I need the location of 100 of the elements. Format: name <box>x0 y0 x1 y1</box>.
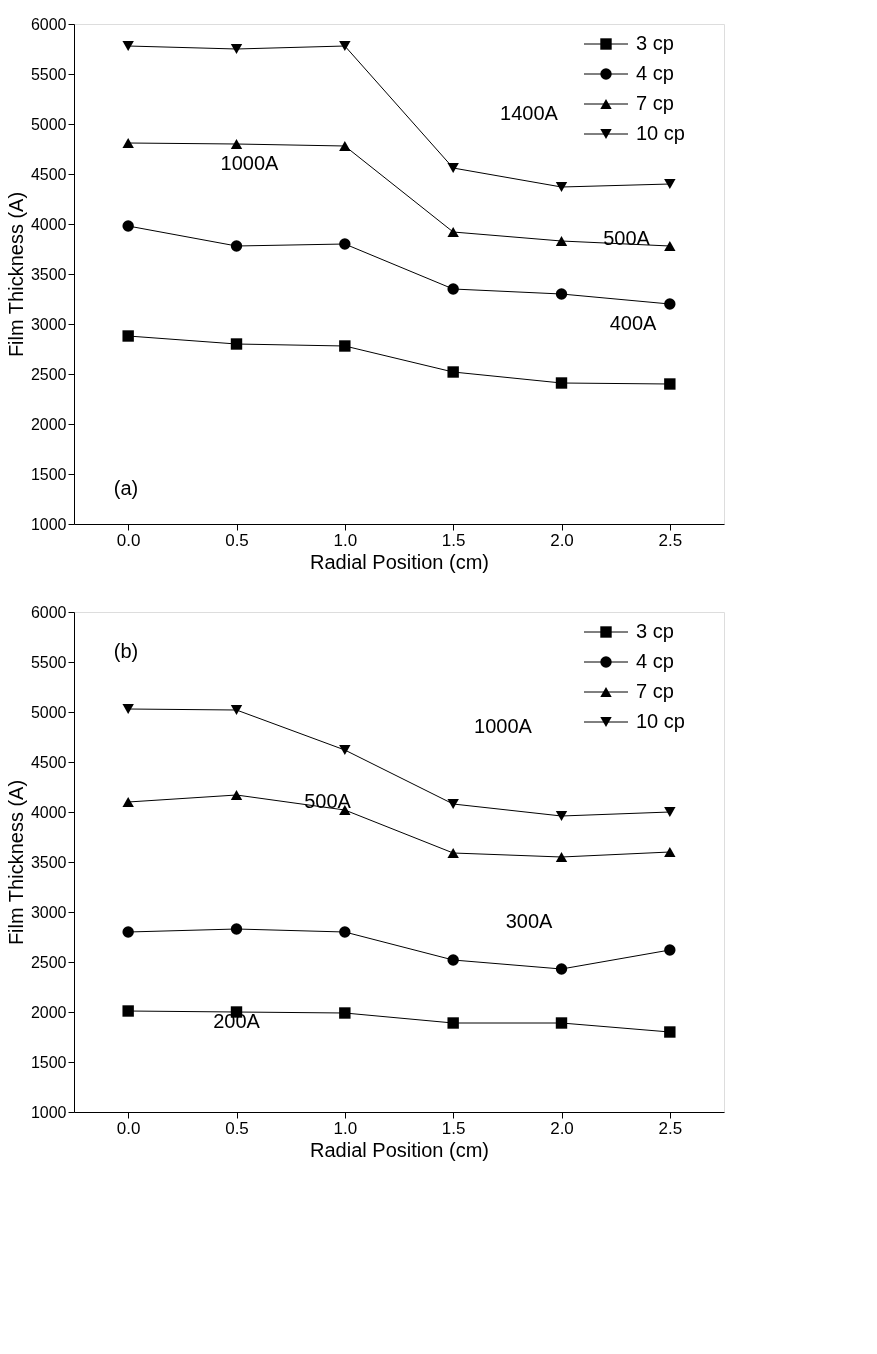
point <box>122 138 134 148</box>
legend-label: 3 cp <box>636 32 674 54</box>
point <box>447 954 459 966</box>
y-tick-label: 3500 <box>30 853 67 871</box>
annotation: 400A <box>609 312 658 334</box>
point <box>230 790 243 800</box>
point <box>339 238 351 250</box>
y-tick-label: 4000 <box>30 215 67 233</box>
point <box>339 41 351 51</box>
point <box>447 1017 459 1029</box>
annotation: 1400A <box>500 102 559 124</box>
x-tick-label: 1.5 <box>441 1118 466 1138</box>
point <box>230 338 243 350</box>
point <box>555 236 568 246</box>
point <box>555 1017 568 1029</box>
x-tick-label: 0.5 <box>225 530 249 550</box>
point <box>230 923 243 935</box>
y-axis-title: Film Thickness (A) <box>4 779 27 946</box>
y-tick-label: 2000 <box>30 1003 67 1021</box>
point <box>339 141 351 151</box>
y-tick-label: 4500 <box>30 165 67 183</box>
annotation: 1000A <box>474 715 533 737</box>
point <box>555 852 568 862</box>
x-tick-label: 2.0 <box>550 1118 574 1138</box>
point <box>664 1026 676 1038</box>
point <box>664 378 676 390</box>
point <box>447 799 459 809</box>
y-tick-label: 2500 <box>30 365 67 383</box>
point <box>447 163 459 173</box>
legend-label: 10 cp <box>636 710 685 732</box>
y-tick-label: 2500 <box>30 953 67 971</box>
x-axis-title: Radial Position (cm) <box>310 550 489 573</box>
point <box>664 241 676 251</box>
x-tick-label: 0.5 <box>225 1118 249 1138</box>
y-tick-label: 1500 <box>30 1053 67 1071</box>
point <box>664 944 676 956</box>
y-tick-label: 5000 <box>30 703 67 721</box>
y-tick-label: 5500 <box>30 653 67 671</box>
y-tick-label: 4000 <box>30 803 67 821</box>
point <box>122 926 134 938</box>
y-tick-label: 5000 <box>30 115 67 133</box>
point <box>555 288 568 300</box>
y-tick-label: 3000 <box>30 315 67 333</box>
y-tick-label: 3500 <box>30 265 67 283</box>
y-tick-label: 1000 <box>30 1103 67 1121</box>
point <box>339 1007 351 1019</box>
y-tick-label: 6000 <box>30 603 67 621</box>
point <box>447 227 459 237</box>
point <box>122 330 134 342</box>
y-tick-label: 3000 <box>30 903 67 921</box>
point <box>447 848 459 858</box>
annotation: 500A <box>304 790 352 812</box>
legend-label: 4 cp <box>636 62 674 84</box>
annotation: 500A <box>603 227 651 249</box>
point <box>230 44 243 54</box>
point <box>230 139 243 149</box>
x-tick-label: 1.0 <box>333 530 358 550</box>
y-tick-label: 2000 <box>30 415 67 433</box>
point <box>122 41 134 51</box>
point <box>339 745 351 755</box>
point <box>555 182 568 192</box>
y-tick-label: 6000 <box>30 15 67 33</box>
annotation: (a) <box>113 477 139 499</box>
point <box>447 366 459 378</box>
point <box>664 807 676 817</box>
point <box>339 340 351 352</box>
legend-label: 4 cp <box>636 650 674 672</box>
x-tick-label: 0.0 <box>116 530 141 550</box>
point <box>122 220 134 232</box>
x-tick-label: 2.5 <box>658 1118 683 1138</box>
x-axis-title: Radial Position (cm) <box>310 1138 489 1161</box>
point <box>230 705 243 715</box>
point <box>122 1005 134 1017</box>
x-tick-label: 0.0 <box>116 1118 141 1138</box>
y-tick-label: 1000 <box>30 515 67 533</box>
point <box>447 283 459 295</box>
point <box>664 179 676 189</box>
annotation: (b) <box>113 640 139 662</box>
point <box>230 240 243 252</box>
legend-label: 3 cp <box>636 620 674 642</box>
y-axis-title: Film Thickness (A) <box>4 191 27 358</box>
annotation: 1000A <box>220 152 280 174</box>
x-tick-label: 2.5 <box>658 530 683 550</box>
x-tick-label: 1.0 <box>333 1118 358 1138</box>
point <box>555 377 568 389</box>
legend-label: 7 cp <box>636 92 674 114</box>
y-tick-label: 4500 <box>30 753 67 771</box>
y-tick-label: 1500 <box>30 465 67 483</box>
legend-label: 7 cp <box>636 680 674 702</box>
point <box>555 963 568 975</box>
point <box>122 797 134 807</box>
point <box>664 847 676 857</box>
point <box>555 811 568 821</box>
point <box>122 704 134 714</box>
annotation: 300A <box>505 910 554 932</box>
point <box>339 926 351 938</box>
legend-label: 10 cp <box>636 122 685 144</box>
y-tick-label: 5500 <box>30 65 67 83</box>
x-tick-label: 2.0 <box>550 530 574 550</box>
point <box>664 298 676 310</box>
